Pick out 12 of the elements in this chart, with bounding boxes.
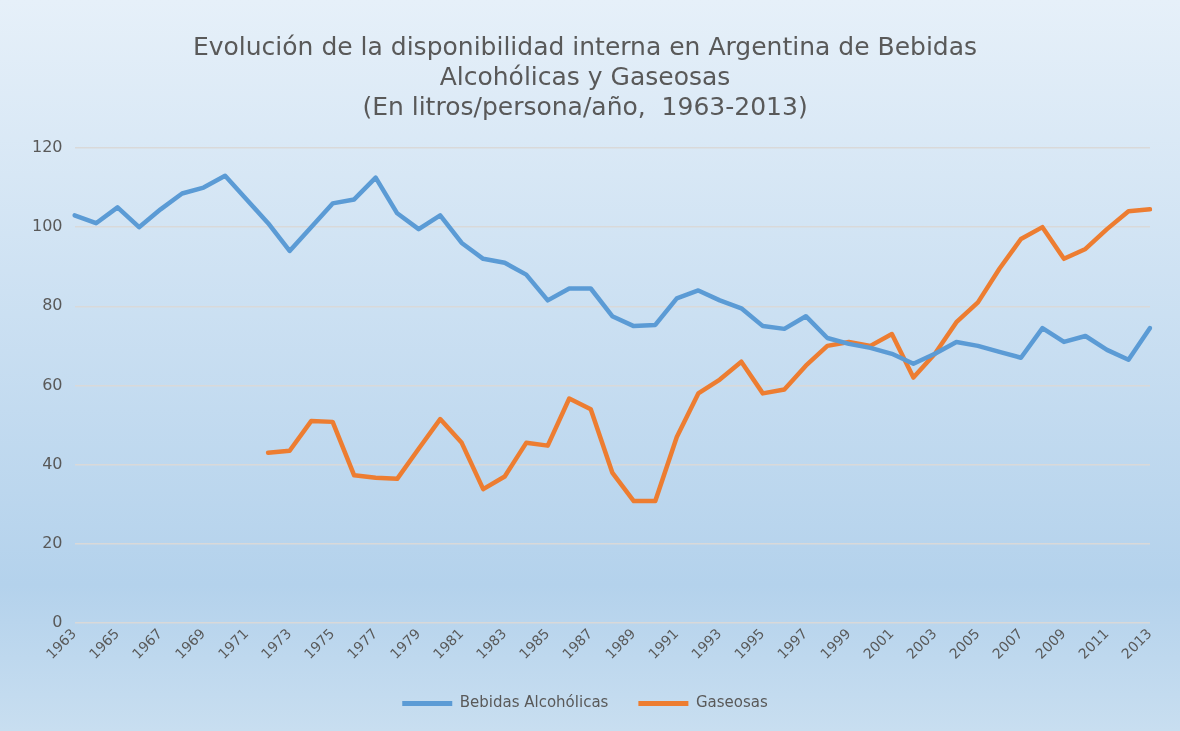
legend-label: Bebidas Alcohólicas: [459, 693, 609, 712]
text: Evolución de la disponibilidad interna en Argentina de Bebidas: [192, 31, 978, 61]
y-tick-label: 60: [42, 374, 63, 394]
y-tick-label: 100: [31, 216, 63, 236]
y-tick-label: 20: [42, 532, 63, 552]
y-tick-label: 80: [42, 295, 63, 315]
y-tick-label: 40: [42, 453, 63, 473]
y-tick-label: 120: [31, 137, 63, 157]
text: Alcohólicas y Gaseosas: [439, 61, 731, 91]
text: (En litros/persona/año, 1963-2013): [362, 91, 808, 121]
y-tick-label: 0: [52, 612, 63, 632]
legend-label: Gaseosas: [695, 693, 768, 712]
